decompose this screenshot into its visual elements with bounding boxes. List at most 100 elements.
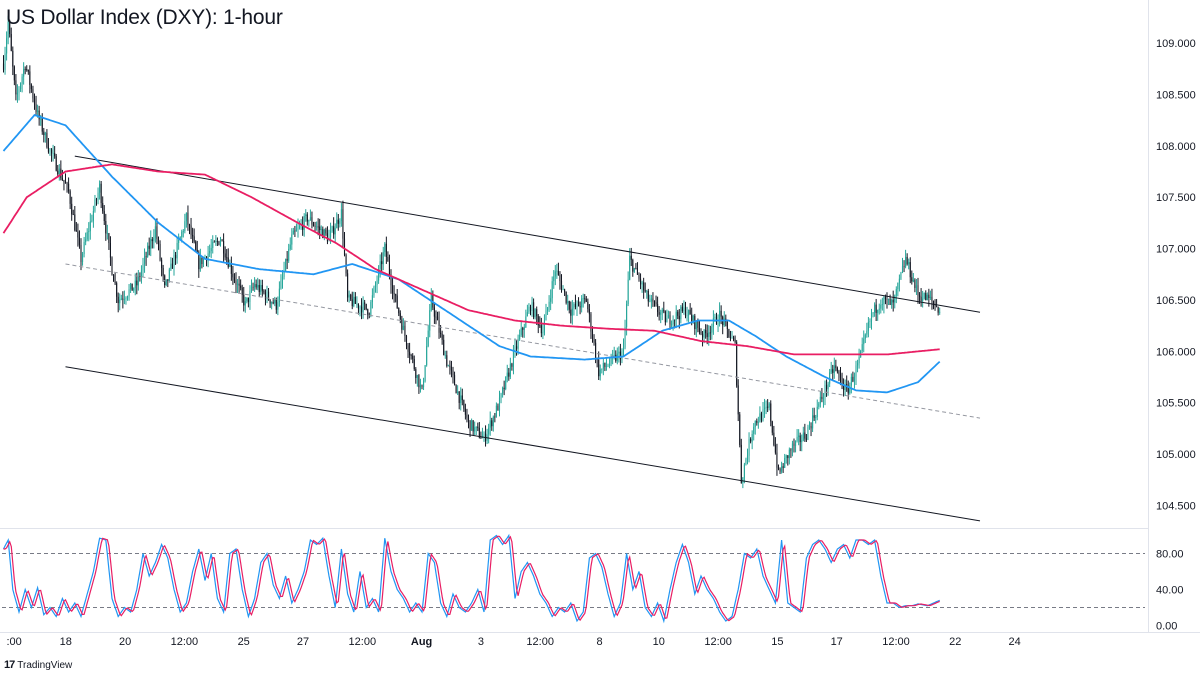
candle (111, 256, 113, 276)
stochastic-pane[interactable] (2, 533, 1145, 624)
candle (753, 423, 755, 441)
candle-body (401, 319, 403, 330)
candle-body (9, 22, 11, 35)
candle-body (491, 420, 493, 427)
candle-body (144, 256, 146, 264)
candle-body (303, 216, 305, 230)
candle (500, 392, 502, 404)
candle-body (531, 302, 533, 312)
candle (326, 226, 328, 245)
candle (838, 369, 840, 382)
time-tick-label: 12:00 (171, 636, 199, 648)
candle-body (350, 294, 352, 300)
candle (10, 27, 12, 52)
candle-body (748, 439, 750, 456)
candle-body (162, 268, 164, 276)
candle (353, 291, 355, 308)
candle-body (776, 452, 778, 468)
candle-body (503, 387, 505, 389)
candle-body (271, 302, 273, 304)
candle-body (85, 239, 87, 243)
candle (568, 300, 570, 314)
candle-body (788, 449, 790, 459)
time-tick-label: 22 (949, 636, 961, 648)
time-axis[interactable]: :00 18 20 12:00 25 27 12:00 Aug 3 12:00 8 10 12:00 15… (7, 636, 1021, 648)
candle-body (627, 279, 629, 305)
candle (897, 282, 899, 297)
candle-body (900, 272, 902, 279)
candle-body (478, 427, 480, 438)
candle-body (33, 98, 36, 105)
candle (641, 280, 643, 293)
candle (137, 270, 139, 291)
candle-body (69, 191, 71, 204)
candle (361, 298, 363, 320)
candle (590, 312, 592, 339)
candle-body (443, 339, 445, 356)
candle-body (677, 311, 679, 316)
candle-body (543, 320, 545, 333)
candle (94, 194, 96, 213)
candle (401, 315, 403, 334)
candle (743, 462, 745, 484)
candle-body (97, 192, 99, 200)
candle-body (404, 325, 406, 336)
candle (937, 306, 939, 316)
candle (139, 272, 141, 282)
candle (241, 284, 243, 303)
candle (554, 265, 556, 286)
candle (705, 324, 707, 339)
candle-body (18, 89, 20, 93)
candle-body (348, 294, 350, 298)
candle-body (751, 433, 753, 442)
candle (584, 294, 586, 304)
time-tick-label: 8 (596, 636, 602, 648)
candle (497, 403, 499, 411)
candle (545, 303, 547, 321)
candle (759, 406, 761, 423)
candle (663, 301, 665, 314)
candle-body (917, 285, 919, 296)
candle (319, 218, 321, 240)
candle-body (691, 314, 693, 321)
tradingview-brand[interactable]: 17 TradingView (4, 659, 72, 671)
candle-body (209, 251, 211, 254)
candle-body (247, 297, 249, 303)
candle (861, 337, 863, 354)
candle-body (495, 405, 497, 417)
candle (168, 267, 170, 283)
candle-body (461, 395, 463, 401)
price-pane[interactable] (2, 15, 981, 522)
candle-body (221, 240, 223, 242)
candle-body (578, 301, 580, 307)
candle (175, 251, 177, 265)
candle (148, 237, 150, 256)
price-axis[interactable]: 109.000 108.500 108.000 107.500 107.000 106.5… (1156, 38, 1196, 512)
candle (385, 236, 387, 264)
candle (570, 301, 572, 324)
candle (881, 297, 883, 311)
candle (655, 295, 657, 307)
candle (894, 294, 896, 309)
candle-body (12, 50, 14, 67)
candle (100, 181, 102, 209)
candle (21, 73, 23, 93)
candle (740, 438, 742, 484)
candle (539, 316, 541, 328)
candle (567, 294, 569, 311)
stochastic-axis[interactable]: 80.00 40.00 0.00 (1156, 549, 1184, 633)
candle (666, 309, 668, 323)
candle-body (55, 156, 57, 171)
candle (133, 287, 135, 293)
candle-body (703, 330, 705, 338)
candle (582, 293, 584, 308)
candle-body (570, 309, 572, 316)
candle (695, 320, 697, 338)
price-tick-label: 108.500 (1156, 89, 1196, 101)
candle (619, 343, 621, 366)
candle-body (771, 421, 773, 433)
candle (585, 296, 587, 303)
candle-body (912, 279, 914, 282)
candle-body (75, 230, 77, 232)
